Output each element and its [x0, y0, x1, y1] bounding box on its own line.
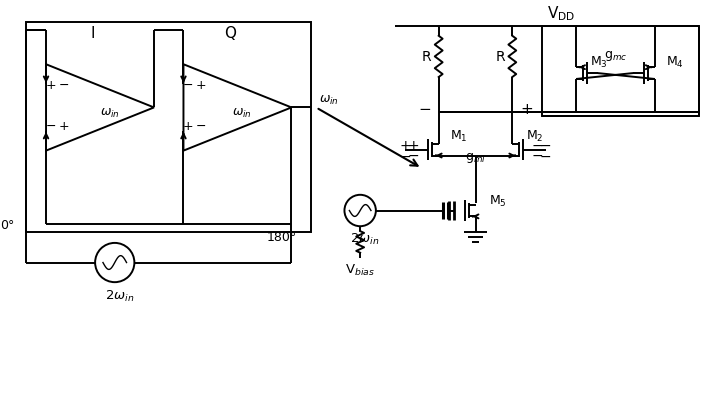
Text: −: − [540, 149, 551, 163]
Text: 0°: 0° [0, 218, 15, 231]
Text: $2\omega_{in}$: $2\omega_{in}$ [105, 289, 135, 304]
Text: +: + [46, 79, 56, 92]
Text: V$_{\rm DD}$: V$_{\rm DD}$ [548, 4, 575, 22]
Text: M$_3$: M$_3$ [590, 55, 607, 70]
Text: $\omega_{in}$: $\omega_{in}$ [232, 106, 252, 119]
Text: +: + [196, 79, 206, 92]
Text: V$_{bias}$: V$_{bias}$ [345, 262, 375, 277]
Text: $2\omega_{in}$: $2\omega_{in}$ [350, 231, 379, 246]
Text: I: I [91, 26, 95, 41]
Text: −: − [399, 149, 412, 163]
Text: −: − [46, 119, 56, 132]
Text: −: − [196, 119, 206, 132]
Text: R: R [422, 50, 431, 64]
Text: $\omega_{in}$: $\omega_{in}$ [319, 94, 339, 107]
Text: +: + [407, 138, 419, 153]
Text: g$_{mi}$: g$_{mi}$ [465, 151, 486, 165]
Text: $\omega_{in}$: $\omega_{in}$ [100, 106, 120, 119]
Text: −: − [532, 138, 544, 153]
Text: −: − [418, 102, 431, 117]
Text: M$_1$: M$_1$ [451, 129, 468, 144]
Text: M$_2$: M$_2$ [526, 129, 543, 144]
Text: M$_5$: M$_5$ [489, 194, 507, 209]
Text: R: R [496, 50, 506, 64]
Text: +: + [183, 119, 194, 132]
Text: g$_{mc}$: g$_{mc}$ [604, 49, 627, 63]
Bar [542, 27, 699, 117]
Text: +: + [520, 102, 533, 117]
Text: M$_4$: M$_4$ [666, 55, 684, 70]
Text: −: − [532, 148, 544, 162]
Text: −: − [407, 148, 419, 162]
Text: +: + [58, 119, 69, 132]
Text: −: − [58, 79, 69, 92]
Text: −: − [183, 79, 194, 92]
Text: 180°: 180° [266, 230, 297, 243]
Text: −: − [540, 138, 551, 153]
Bar [26, 23, 311, 233]
Text: +: + [399, 138, 412, 153]
Text: Q: Q [224, 26, 236, 41]
